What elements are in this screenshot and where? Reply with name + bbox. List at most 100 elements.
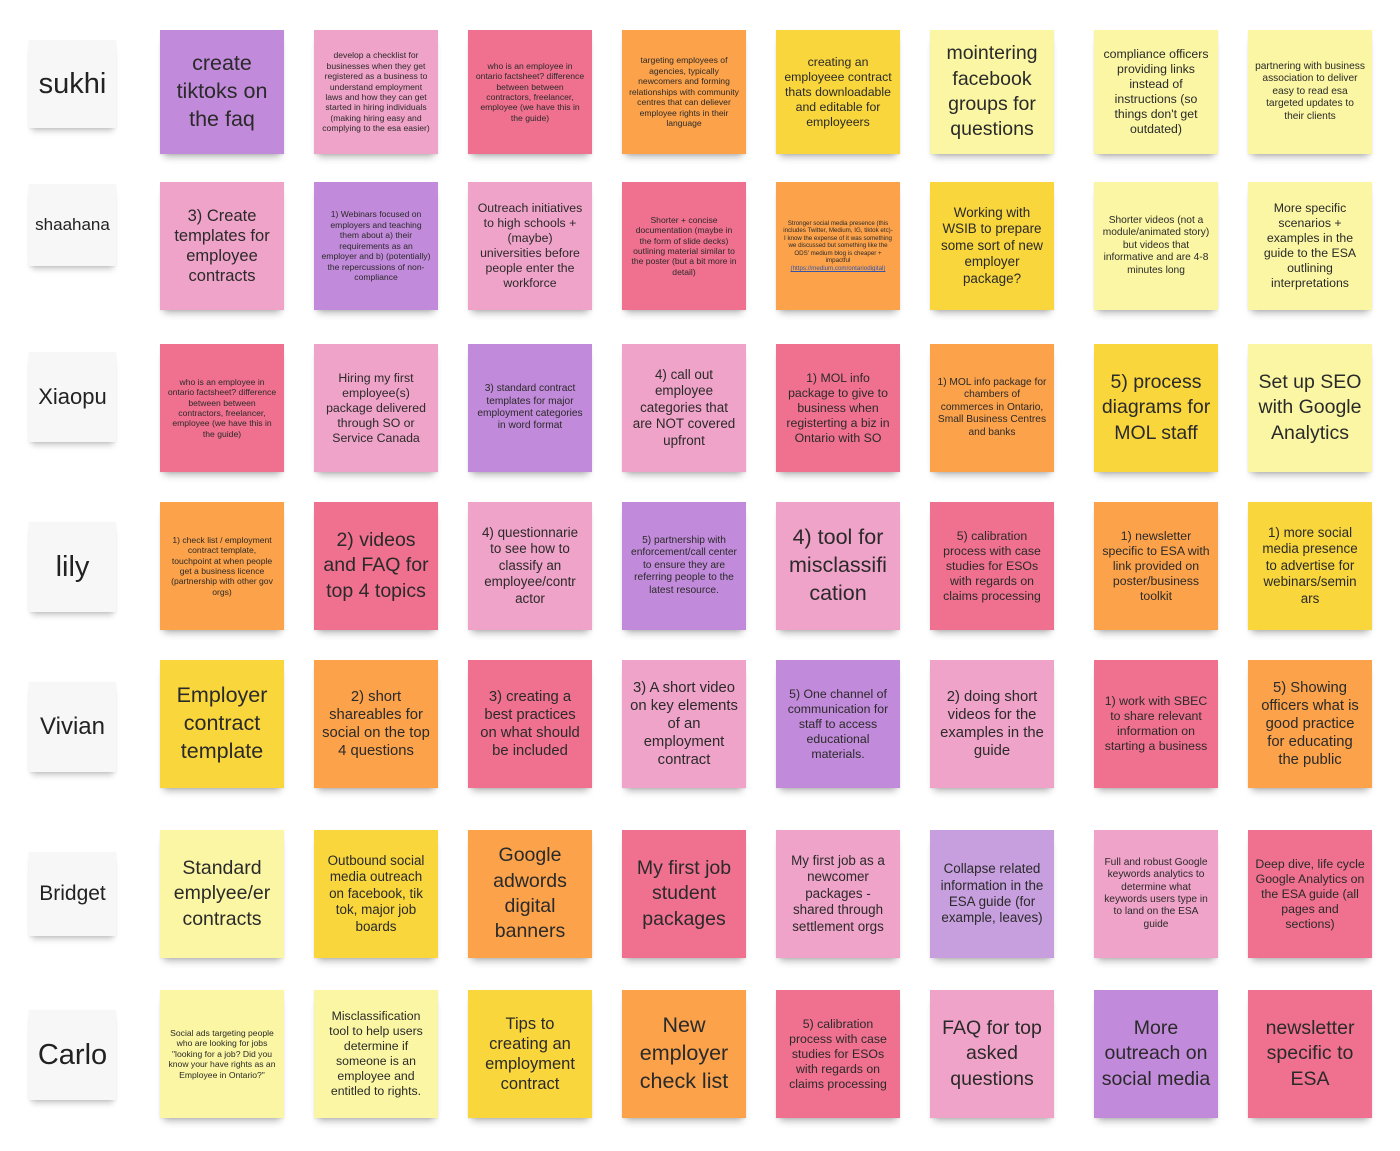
sticky-note-text: Collapse related information in the ESA … xyxy=(940,861,1044,926)
sticky-note[interactable]: Working with WSIB to prepare some sort o… xyxy=(930,182,1054,310)
sticky-note-text: FAQ for top asked questions xyxy=(942,1016,1042,1090)
sticky-note-text: who is an employee in ontario factsheet?… xyxy=(475,60,585,123)
sticky-note-text: newsletter specific to ESA xyxy=(1265,1016,1355,1090)
sticky-note[interactable]: My first job student packages xyxy=(622,830,746,958)
sticky-note[interactable]: newsletter specific to ESA xyxy=(1248,990,1372,1118)
row-label-shaahana[interactable]: shaahana xyxy=(29,184,116,266)
sticky-note-text: 1) Webinars focused on employers and tea… xyxy=(321,209,431,283)
sticky-note-text: Outreach initiatives to high schools + (… xyxy=(477,201,583,290)
row-label-vivian[interactable]: Vivian xyxy=(29,682,116,772)
sticky-note-text: Employer contract template xyxy=(176,683,268,763)
sticky-note[interactable]: 5) One channel of communication for staf… xyxy=(776,660,900,788)
sticky-note[interactable]: More specific scenarios + examples in th… xyxy=(1248,182,1372,310)
sticky-note[interactable]: 3) Create templates for employee contrac… xyxy=(160,182,284,310)
sticky-note-text: 2) videos and FAQ for top 4 topics xyxy=(323,528,429,602)
sticky-note[interactable]: Outreach initiatives to high schools + (… xyxy=(468,182,592,310)
sticky-note[interactable]: 3) creating a best practices on what sho… xyxy=(468,660,592,788)
sticky-note[interactable]: 5) calibration process with case studies… xyxy=(776,990,900,1118)
sticky-note-text: 3) Create templates for employee contrac… xyxy=(174,206,270,286)
sticky-note[interactable]: Shorter videos (not a module/animated st… xyxy=(1094,182,1218,310)
sticky-note-text: More specific scenarios + examples in th… xyxy=(1263,201,1357,290)
sticky-note[interactable]: Google adwords digital banners xyxy=(468,830,592,958)
sticky-note[interactable]: 5) process diagrams for MOL staff xyxy=(1094,344,1218,472)
sticky-note-text: 1) MOL info package for chambers of comm… xyxy=(937,376,1047,438)
sticky-note[interactable]: Outbound social media outreach on facebo… xyxy=(314,830,438,958)
row-label-carlo[interactable]: Carlo xyxy=(29,1010,116,1100)
sticky-note[interactable]: Misclassification tool to help users det… xyxy=(314,990,438,1118)
sticky-note-text: targeting employees of agencies, typical… xyxy=(629,55,739,129)
sticky-note-text: compliance officers providing links inst… xyxy=(1103,47,1209,136)
sticky-note-text: Stronger social media presence (this inc… xyxy=(783,219,893,265)
sticky-note[interactable]: 3) A short video on key elements of an e… xyxy=(622,660,746,788)
sticky-note[interactable]: 4) call out employee categories that are… xyxy=(622,344,746,472)
sticky-note[interactable]: My first job as a newcomer packages - sh… xyxy=(776,830,900,958)
row-label-lily[interactable]: lily xyxy=(29,522,116,612)
sticky-note[interactable]: Full and robust Google keywords analytic… xyxy=(1094,830,1218,958)
sticky-note[interactable]: Stronger social media presence (this inc… xyxy=(776,182,900,310)
sticky-note[interactable]: who is an employee in ontario factsheet?… xyxy=(468,30,592,154)
sticky-note-text: 3) creating a best practices on what sho… xyxy=(480,688,580,760)
sticky-note[interactable]: 2) short shareables for social on the to… xyxy=(314,660,438,788)
sticky-note[interactable]: compliance officers providing links inst… xyxy=(1094,30,1218,154)
row-label-xiaopu[interactable]: Xiaopu xyxy=(29,352,116,442)
sticky-note-text: 5) calibration process with case studies… xyxy=(943,528,1041,603)
sticky-note[interactable]: Collapse related information in the ESA … xyxy=(930,830,1054,958)
sticky-note[interactable]: 1) MOL info package to give to business … xyxy=(776,344,900,472)
sticky-note[interactable]: creating an employeee contract thats dow… xyxy=(776,30,900,154)
sticky-note[interactable]: develop a checklist for businesses when … xyxy=(314,30,438,154)
sticky-note[interactable]: 1) Webinars focused on employers and tea… xyxy=(314,182,438,310)
row-label-bridget[interactable]: Bridget xyxy=(29,852,116,936)
sticky-note-text: partnering with business association to … xyxy=(1255,60,1365,122)
sticky-note[interactable]: 1) more social media presence to adverti… xyxy=(1248,502,1372,630)
sticky-note-text: Social ads targeting people who are look… xyxy=(168,1027,276,1080)
sticky-note[interactable]: Set up SEO with Google Analytics xyxy=(1248,344,1372,472)
sticky-note[interactable]: mointering facebook groups for questions xyxy=(930,30,1054,154)
sticky-note-text: 5) Showing officers what is good practic… xyxy=(1261,679,1359,769)
row-label-sukhi[interactable]: sukhi xyxy=(29,40,116,128)
sticky-note[interactable]: who is an employee in ontario factsheet?… xyxy=(160,344,284,472)
sticky-note[interactable]: 3) standard contract templates for major… xyxy=(468,344,592,472)
sticky-note[interactable]: 1) work with SBEC to share relevant info… xyxy=(1094,660,1218,788)
sticky-note[interactable]: create tiktoks on the faq xyxy=(160,30,284,154)
sticky-note-text: who is an employee in ontario factsheet?… xyxy=(167,376,277,439)
sticky-note[interactable]: 2) doing short videos for the examples i… xyxy=(930,660,1054,788)
sticky-note[interactable]: 5) calibration process with case studies… xyxy=(930,502,1054,630)
sticky-note-text: 1) MOL info package to give to business … xyxy=(786,370,890,445)
sticky-note[interactable]: Social ads targeting people who are look… xyxy=(160,990,284,1118)
sticky-note[interactable]: New employer check list xyxy=(622,990,746,1118)
sticky-note[interactable]: More outreach on social media xyxy=(1094,990,1218,1118)
sticky-note[interactable]: Employer contract template xyxy=(160,660,284,788)
sticky-note-text: Misclassification tool to help users det… xyxy=(329,1009,423,1098)
sticky-note[interactable]: targeting employees of agencies, typical… xyxy=(622,30,746,154)
sticky-note-text: 3) A short video on key elements of an e… xyxy=(630,679,738,769)
sticky-note[interactable]: 4) tool for misclassifi cation xyxy=(776,502,900,630)
sticky-note-text: Full and robust Google keywords analytic… xyxy=(1104,856,1208,930)
sticky-note-link[interactable]: (https://medium.com/ontariodigital) xyxy=(790,264,886,272)
sticky-note-text: 2) short shareables for social on the to… xyxy=(322,688,430,760)
sticky-note[interactable]: Tips to creating an employment contract xyxy=(468,990,592,1118)
sticky-note[interactable]: 1) newsletter specific to ESA with link … xyxy=(1094,502,1218,630)
sticky-note[interactable]: Hiring my first employee(s) package deli… xyxy=(314,344,438,472)
sticky-note-text: Set up SEO with Google Analytics xyxy=(1258,370,1362,444)
sticky-note-text: 1) more social media presence to adverti… xyxy=(1262,525,1358,606)
sticky-note[interactable]: 2) videos and FAQ for top 4 topics xyxy=(314,502,438,630)
sticky-note-text: 4) questionnarie to see how to classify … xyxy=(481,525,579,606)
sticky-note[interactable]: Shorter + concise documentation (maybe i… xyxy=(622,182,746,310)
sticky-note[interactable]: 1) check list / employment contract temp… xyxy=(160,502,284,630)
sticky-note-text: 3) standard contract templates for major… xyxy=(477,383,583,432)
sticky-note-text: creating an employeee contract thats dow… xyxy=(784,54,892,129)
sticky-note-text: Deep dive, life cycle Google Analytics o… xyxy=(1255,856,1365,931)
sticky-note-text: Shorter + concise documentation (maybe i… xyxy=(631,214,737,277)
sticky-note[interactable]: 5) Showing officers what is good practic… xyxy=(1248,660,1372,788)
sticky-note-text: 1) check list / employment contract temp… xyxy=(171,534,273,597)
sticky-note[interactable]: partnering with business association to … xyxy=(1248,30,1372,154)
sticky-note[interactable]: 5) partnership with enforcement/call cen… xyxy=(622,502,746,630)
sticky-note[interactable]: Standard emplyee/er contracts xyxy=(160,830,284,958)
sticky-note[interactable]: 1) MOL info package for chambers of comm… xyxy=(930,344,1054,472)
sticky-note-text: 5) One channel of communication for staf… xyxy=(787,686,889,761)
sticky-note[interactable]: FAQ for top asked questions xyxy=(930,990,1054,1118)
sticky-note[interactable]: 4) questionnarie to see how to classify … xyxy=(468,502,592,630)
sticky-note[interactable]: Deep dive, life cycle Google Analytics o… xyxy=(1248,830,1372,958)
sticky-note-text: 4) tool for misclassifi cation xyxy=(789,525,887,605)
